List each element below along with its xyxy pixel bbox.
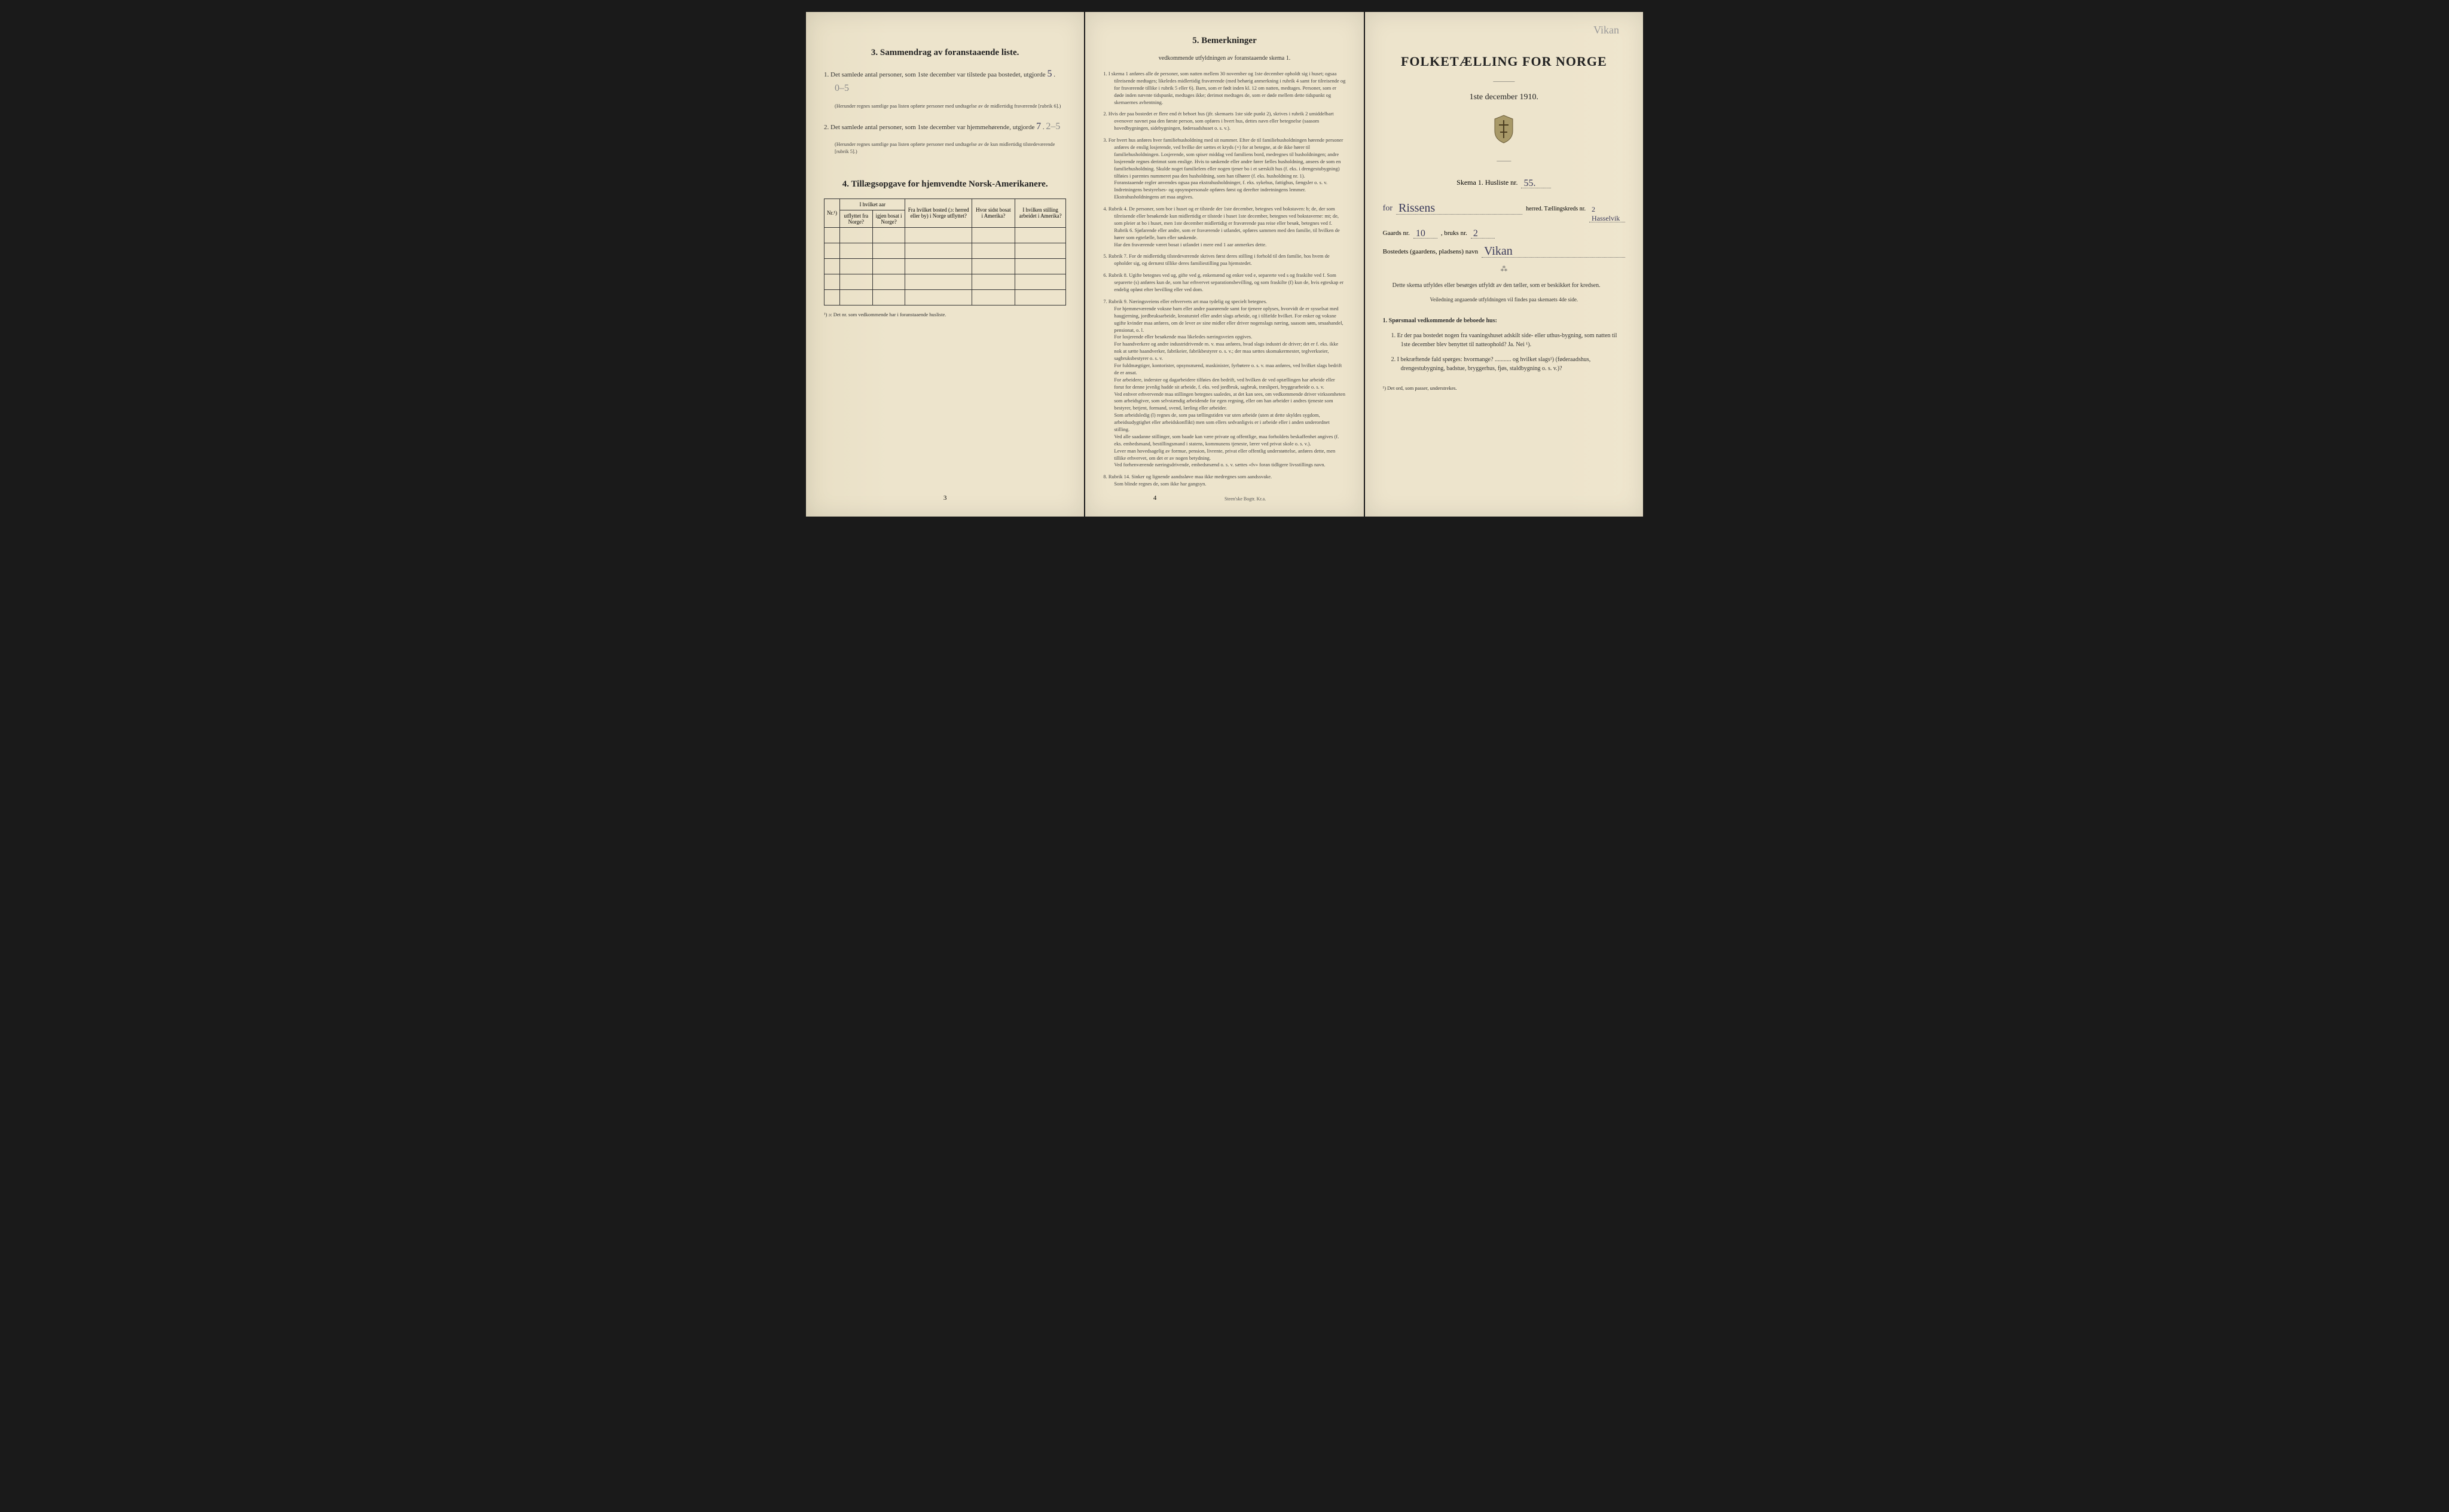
- question-1: 1. Er der paa bostedet nogen fra vaaning…: [1383, 331, 1625, 349]
- coat-of-arms-icon: [1492, 114, 1516, 144]
- item2-handwritten: 7: [1036, 121, 1041, 132]
- census-title: FOLKETÆLLING FOR NORGE: [1383, 54, 1625, 69]
- printer-mark: Steen'ske Bogtr. Kr.a.: [1224, 496, 1266, 502]
- skema-line: Skema 1. Husliste nr. 55.: [1383, 177, 1625, 188]
- instructions2: Veiledning angaaende utfyldningen vil fi…: [1383, 296, 1625, 304]
- table-row: [825, 258, 1066, 274]
- page-3: 3. Sammendrag av foranstaaende liste. 1.…: [806, 12, 1084, 517]
- section-4-title: 4. Tillægsopgave for hjemvendte Norsk-Am…: [824, 179, 1066, 190]
- remark-8: 8. Rubrik 14. Sinker og lignende aandssl…: [1103, 474, 1345, 488]
- th-where: Hvor sidst bosat i Amerika?: [972, 198, 1015, 227]
- title-divider: ―――: [1383, 77, 1625, 85]
- table-footnote: ¹) ɔ: Det nr. som vedkommende har i fora…: [824, 311, 1066, 317]
- item1-note: (Herunder regnes samtlige paa listen opf…: [835, 103, 1066, 110]
- pencil-annotation: Vikan: [1593, 24, 1619, 36]
- remark-7: 7. Rubrik 9. Næringsveiens eller erhverv…: [1103, 298, 1345, 469]
- item1-handwritten: 5: [1047, 69, 1052, 79]
- th-emigrated: utflyttet fra Norge?: [839, 210, 872, 227]
- section3-item2: 2. Det samlede antal personer, som 1ste …: [824, 120, 1066, 134]
- census-date: 1ste december 1910.: [1383, 93, 1625, 102]
- table-row: [825, 243, 1066, 258]
- th-from: Fra hvilket bosted (ɔ: herred eller by) …: [905, 198, 972, 227]
- bruks-hw: 2: [1473, 228, 1478, 239]
- remark-4: 4. Rubrik 4. De personer, som bor i huse…: [1103, 206, 1345, 248]
- table-row: [825, 227, 1066, 243]
- page-number-4: 4: [946, 494, 1364, 502]
- bosted-hw: Vikan: [1484, 245, 1513, 258]
- remark-3: 3. For hvert hus anføres hver familiehus…: [1103, 137, 1345, 201]
- arms-divider: ――: [1383, 156, 1625, 165]
- item1-handwritten2: 0–5: [835, 83, 849, 93]
- th-nr: Nr.¹): [825, 198, 840, 227]
- table-row: [825, 274, 1066, 289]
- husliste-nr-hw: 55.: [1523, 178, 1535, 188]
- item2-handwritten2: 2–5: [1046, 121, 1060, 132]
- th-position: I hvilken stilling arbeidet i Amerika?: [1015, 198, 1066, 227]
- section-5-subtitle: vedkommende utfyldningen av foranstaaend…: [1103, 55, 1345, 62]
- section3-item1: 1. Det samlede antal personer, som 1ste …: [824, 67, 1066, 96]
- kreds-hw: 2 Hasselvik: [1592, 205, 1620, 222]
- page-4: 5. Bemerkninger vedkommende utfyldningen…: [1085, 12, 1363, 517]
- right-footnote: ¹) Det ord, som passer, understrekes.: [1383, 385, 1625, 391]
- th-year: I hvilket aar: [839, 198, 905, 210]
- remark-6: 6. Rubrik 8. Ugifte betegnes ved ug, gif…: [1103, 272, 1345, 294]
- item2-note: (Herunder regnes samtlige paa listen opf…: [835, 141, 1066, 155]
- section-3-title: 3. Sammendrag av foranstaaende liste.: [824, 48, 1066, 58]
- gaards-hw: 10: [1416, 228, 1425, 239]
- remark-5: 5. Rubrik 7. For de midlertidig tilstede…: [1103, 253, 1345, 267]
- mid-divider: ⁂: [1383, 265, 1625, 274]
- remarks-body: 1. I skema 1 anføres alle de personer, s…: [1103, 71, 1345, 488]
- gaards-line: Gaards nr. 10 , bruks nr. 2: [1383, 227, 1625, 239]
- emigrant-table: Nr.¹) I hvilket aar Fra hvilket bosted (…: [824, 198, 1066, 306]
- bosted-line: Bostedets (gaardens, pladsens) navn Vika…: [1383, 243, 1625, 258]
- table-row: [825, 289, 1066, 305]
- instructions: Dette skema utfyldes eller besørges utfy…: [1383, 281, 1625, 290]
- herred-line: for Rissens herred. Tællingskreds nr. 2 …: [1383, 200, 1625, 222]
- question-header: 1. Spørsmaal vedkommende de beboede hus:: [1383, 316, 1625, 325]
- remark-1: 1. I skema 1 anføres alle de personer, s…: [1103, 71, 1345, 106]
- document-spread: 3. Sammendrag av foranstaaende liste. 1.…: [806, 12, 1643, 517]
- question-2: 2. I bekræftende fald spørges: hvormange…: [1383, 355, 1625, 373]
- page-cover: Vikan FOLKETÆLLING FOR NORGE ――― 1ste de…: [1365, 12, 1643, 517]
- herred-hw: Rissens: [1398, 201, 1435, 215]
- section-5-title: 5. Bemerkninger: [1103, 36, 1345, 46]
- th-returned: igjen bosat i Norge?: [872, 210, 905, 227]
- remark-2: 2. Hvis der paa bostedet er flere end ét…: [1103, 111, 1345, 132]
